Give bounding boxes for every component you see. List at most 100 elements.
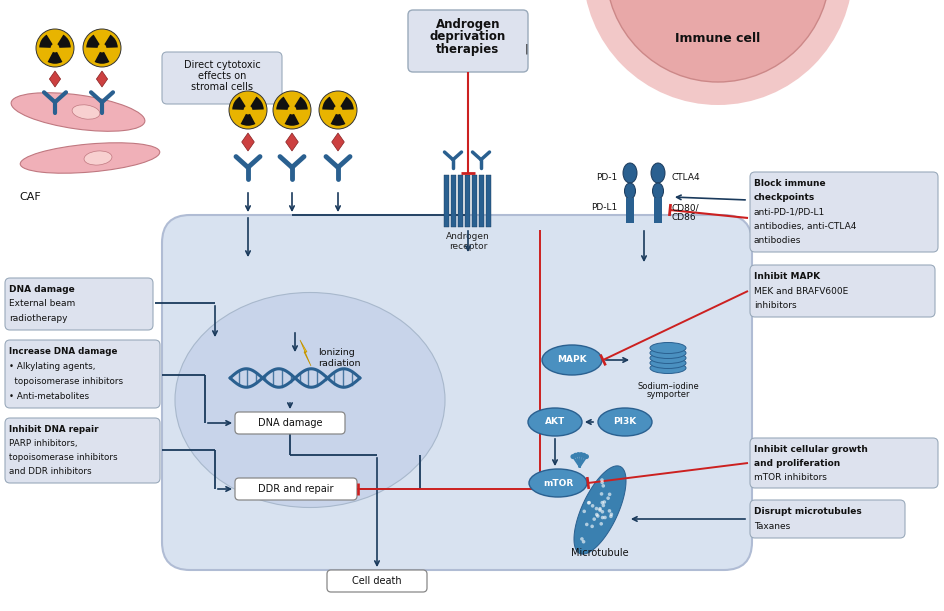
Ellipse shape: [625, 183, 635, 199]
Ellipse shape: [598, 408, 652, 436]
Circle shape: [36, 29, 74, 67]
Text: MEK and BRAFV600E: MEK and BRAFV600E: [754, 287, 849, 296]
Circle shape: [598, 508, 601, 512]
Text: and DDR inhibitors: and DDR inhibitors: [9, 467, 92, 477]
Polygon shape: [331, 133, 345, 151]
Circle shape: [97, 43, 107, 53]
Circle shape: [600, 478, 604, 482]
Bar: [479, 175, 484, 227]
FancyBboxPatch shape: [750, 172, 938, 252]
Polygon shape: [242, 133, 254, 151]
Circle shape: [333, 106, 343, 114]
Text: topoisomerase inhibitors: topoisomerase inhibitors: [9, 453, 118, 462]
Circle shape: [582, 453, 586, 458]
Ellipse shape: [650, 348, 686, 359]
Text: PD-L1: PD-L1: [591, 203, 617, 213]
Wedge shape: [330, 110, 346, 126]
Polygon shape: [300, 340, 311, 366]
FancyBboxPatch shape: [162, 215, 752, 570]
Wedge shape: [277, 97, 292, 110]
Ellipse shape: [650, 353, 686, 364]
Circle shape: [608, 492, 612, 496]
Text: • Alkylating agents,: • Alkylating agents,: [9, 362, 95, 371]
Wedge shape: [248, 97, 263, 110]
FancyBboxPatch shape: [327, 570, 427, 592]
Circle shape: [608, 509, 612, 513]
Text: mTOR inhibitors: mTOR inhibitors: [754, 472, 827, 481]
Text: Taxanes: Taxanes: [754, 522, 790, 531]
Polygon shape: [96, 71, 108, 87]
FancyBboxPatch shape: [5, 340, 160, 408]
Text: topoisomerase inhibitors: topoisomerase inhibitors: [9, 377, 123, 386]
Ellipse shape: [650, 343, 686, 354]
Bar: [626, 198, 634, 223]
Circle shape: [598, 507, 602, 511]
Wedge shape: [338, 97, 354, 110]
Polygon shape: [286, 133, 298, 151]
Text: CD86: CD86: [671, 213, 696, 222]
Circle shape: [606, 0, 830, 82]
Ellipse shape: [528, 408, 582, 436]
Circle shape: [579, 452, 583, 457]
Text: anti-PD-1/PD-L1: anti-PD-1/PD-L1: [754, 208, 825, 216]
Circle shape: [51, 43, 59, 53]
Circle shape: [596, 514, 599, 518]
Text: Immune cell: Immune cell: [675, 32, 761, 45]
Circle shape: [244, 106, 252, 114]
Text: Microtubule: Microtubule: [571, 548, 629, 558]
Text: antibodies, anti-CTLA4: antibodies, anti-CTLA4: [754, 222, 856, 231]
Circle shape: [584, 454, 589, 459]
FancyBboxPatch shape: [235, 478, 357, 500]
Circle shape: [595, 507, 598, 510]
Text: DDR and repair: DDR and repair: [259, 484, 334, 494]
Circle shape: [582, 540, 585, 544]
Text: Direct cytotoxic: Direct cytotoxic: [184, 60, 261, 70]
Text: Ionizing: Ionizing: [318, 348, 355, 357]
Ellipse shape: [175, 293, 445, 508]
Bar: [486, 175, 491, 227]
Text: Inhibit DNA repair: Inhibit DNA repair: [9, 425, 98, 434]
Text: therapies: therapies: [436, 43, 499, 56]
Text: DNA damage: DNA damage: [9, 285, 75, 294]
Text: checkpoints: checkpoints: [754, 193, 816, 202]
FancyBboxPatch shape: [408, 10, 528, 72]
Circle shape: [601, 484, 605, 488]
Text: Increase DNA damage: Increase DNA damage: [9, 347, 117, 356]
FancyBboxPatch shape: [750, 500, 905, 538]
Circle shape: [609, 514, 613, 518]
Circle shape: [573, 453, 578, 458]
FancyBboxPatch shape: [5, 278, 153, 330]
Circle shape: [599, 522, 603, 525]
Text: External beam: External beam: [9, 299, 76, 309]
Text: MAPK: MAPK: [557, 356, 587, 365]
Text: |: |: [525, 43, 529, 54]
Circle shape: [582, 510, 586, 513]
Bar: [458, 175, 463, 227]
Ellipse shape: [542, 345, 602, 375]
Circle shape: [601, 503, 605, 507]
FancyBboxPatch shape: [5, 418, 160, 483]
Circle shape: [595, 513, 598, 516]
Circle shape: [273, 91, 311, 129]
Circle shape: [83, 29, 121, 67]
Circle shape: [587, 501, 590, 505]
Text: CAF: CAF: [19, 192, 41, 202]
FancyBboxPatch shape: [162, 52, 282, 104]
Circle shape: [590, 525, 594, 528]
Ellipse shape: [11, 93, 144, 131]
Polygon shape: [574, 466, 626, 554]
Text: antibodies: antibodies: [754, 236, 801, 245]
Wedge shape: [47, 48, 62, 64]
Wedge shape: [284, 110, 299, 126]
Circle shape: [600, 481, 604, 485]
Circle shape: [600, 510, 604, 514]
Text: Inhibit MAPK: Inhibit MAPK: [754, 272, 820, 281]
Text: Block immune: Block immune: [754, 178, 826, 188]
Ellipse shape: [650, 362, 686, 373]
Text: Disrupt microtubules: Disrupt microtubules: [754, 507, 862, 516]
Wedge shape: [55, 35, 71, 48]
Bar: [451, 175, 456, 227]
Wedge shape: [40, 35, 55, 48]
Bar: [654, 198, 662, 223]
Text: PARP inhibitors,: PARP inhibitors,: [9, 439, 77, 448]
